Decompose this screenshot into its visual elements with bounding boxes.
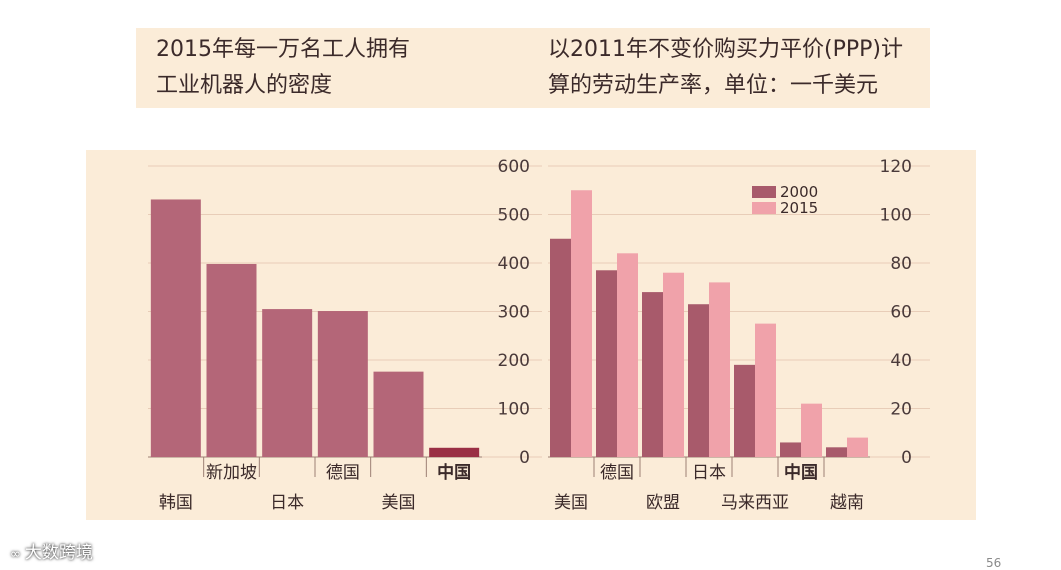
legend-swatch-2000 — [752, 186, 776, 198]
title-band — [136, 28, 930, 108]
right-bar-2000 — [642, 292, 663, 457]
right-category-label: 德国 — [600, 463, 634, 483]
right-bar-2000 — [550, 238, 571, 457]
legend-label-2015: 2015 — [780, 199, 818, 217]
right-y-tick-label: 0 — [901, 448, 912, 468]
right-y-tick-label: 80 — [890, 254, 912, 274]
left-chart-title: 2015年每一万名工人拥有 工业机器人的密度 — [156, 37, 410, 98]
right-y-tick-label: 40 — [890, 351, 912, 371]
right-bar-2000 — [780, 442, 801, 457]
right-y-tick-label: 120 — [880, 157, 912, 177]
right-bar-2015 — [755, 323, 776, 457]
left-bar — [150, 199, 201, 457]
right-bar-2015 — [801, 403, 822, 457]
left-bar — [373, 371, 424, 457]
right-category-label: 欧盟 — [646, 493, 680, 513]
left-category-label: 中国 — [437, 462, 471, 483]
right-category-label: 中国 — [784, 462, 818, 483]
legend-label-2000: 2000 — [780, 183, 818, 201]
watermark: ∞ 大数跨境 — [10, 538, 93, 563]
left-category-label: 美国 — [382, 493, 416, 513]
left-y-tick-label: 100 — [498, 400, 530, 420]
right-y-tick-label: 100 — [880, 206, 912, 226]
right-bar-2015 — [847, 437, 868, 457]
watermark-logo-icon: ∞ — [10, 547, 21, 562]
right-bar-2000 — [688, 304, 709, 457]
page-number: 56 — [986, 556, 1002, 570]
left-bar — [206, 263, 257, 457]
right-y-tick-label: 20 — [890, 400, 912, 420]
legend-swatch-2015 — [752, 202, 776, 214]
watermark-text: 大数跨境 — [24, 543, 93, 563]
left-y-tick-label: 200 — [498, 351, 530, 371]
right-bar-2000 — [826, 447, 847, 457]
left-bar — [317, 311, 368, 457]
left-category-label: 韩国 — [159, 493, 193, 513]
right-bar-2015 — [617, 253, 638, 457]
right-y-tick-label: 60 — [890, 303, 912, 323]
left-category-label: 新加坡 — [206, 463, 257, 483]
right-bar-2000 — [734, 364, 755, 457]
right-bar-2000 — [596, 270, 617, 457]
right-category-label: 越南 — [830, 493, 864, 513]
left-bar — [429, 447, 480, 457]
right-chart-title: 以2011年不变价购买力平价(PPP)计 算的劳动生产率，单位：一千美元 — [548, 37, 903, 98]
left-y-tick-label: 500 — [498, 206, 530, 226]
right-category-label: 马来西亚 — [721, 493, 789, 513]
left-y-tick-label: 400 — [498, 254, 530, 274]
right-bar-2015 — [663, 272, 684, 457]
left-y-tick-label: 600 — [498, 157, 530, 177]
right-category-label: 日本 — [692, 463, 726, 483]
left-category-label: 日本 — [270, 493, 304, 513]
right-bar-2015 — [571, 190, 592, 457]
left-bar — [262, 309, 313, 457]
right-bar-2015 — [709, 282, 730, 457]
left-category-label: 德国 — [326, 463, 360, 483]
right-category-label: 美国 — [554, 493, 588, 513]
left-y-tick-label: 0 — [519, 448, 530, 468]
left-y-tick-label: 300 — [498, 303, 530, 323]
